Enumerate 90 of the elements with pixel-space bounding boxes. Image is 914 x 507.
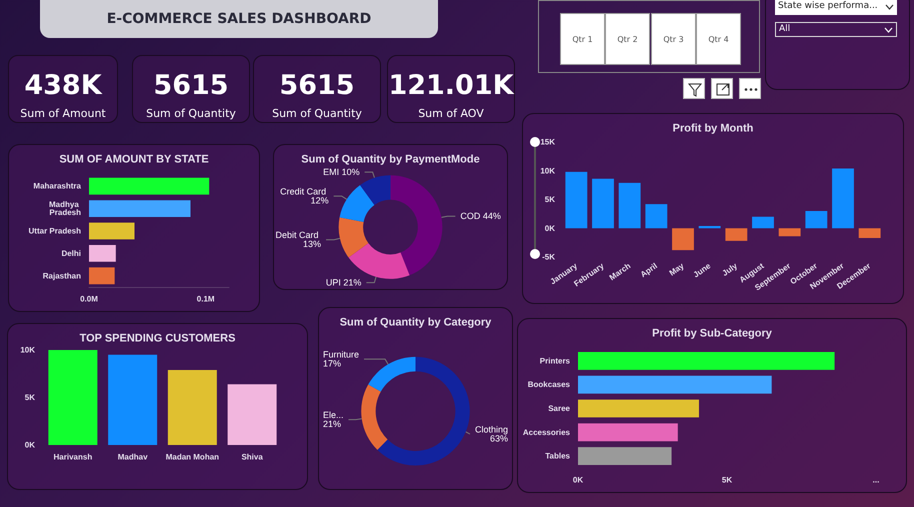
chart-title: Profit by Month [672, 122, 754, 134]
x-tick-label: ... [872, 476, 880, 484]
chart-title: Profit by Sub-Category [652, 328, 773, 340]
text: Qtr 3 [651, 13, 696, 65]
data-label: 17% [323, 358, 342, 369]
chart-title: Sum of Quantity by PaymentMode [301, 154, 480, 166]
bar [778, 228, 801, 236]
bar [578, 352, 835, 370]
text: State wise performa... [775, 0, 897, 15]
y-tick-label: 10K [20, 346, 36, 354]
text: Qtr 4 [696, 13, 741, 65]
x-tick-label: June [692, 261, 713, 280]
chart-title: SUM OF AMOUNT BY STATE [59, 154, 209, 166]
slice-label: EMI 10% [323, 167, 360, 178]
text: Qtr 2 [605, 13, 650, 65]
y-tick-label: Bookcases [528, 380, 571, 390]
y-tick-label: Maharashtra [33, 182, 82, 191]
chart-title: TOP SPENDING CUSTOMERS [80, 332, 236, 344]
slice-label: Debit Card [276, 230, 322, 240]
y-tick-label: Madhya Pradesh [48, 200, 82, 218]
x-tick-label: 0.1M [196, 294, 215, 304]
bar [228, 384, 277, 445]
x-tick-label: Madan Mohan [166, 452, 220, 462]
bar [89, 245, 116, 262]
text: Sum of Quantity [271, 107, 363, 120]
bar [89, 178, 210, 195]
slice-label: Credit Card [280, 186, 329, 197]
bar [565, 172, 588, 228]
data-label: 12% [310, 196, 329, 206]
bar [89, 222, 134, 240]
x-tick-label: 0K [572, 476, 584, 484]
x-tick-label: Harivansh [54, 452, 92, 462]
x-tick-label: Madhav [118, 452, 148, 462]
bar [168, 370, 217, 445]
y-tick-label: 10K [540, 166, 556, 176]
bar [618, 182, 641, 228]
slice-label: COD 44% [460, 211, 501, 222]
bar [48, 350, 98, 445]
text: 5615 [152, 70, 230, 101]
text: 5615 [278, 70, 356, 101]
y-tick-label: 0K [544, 224, 556, 233]
text: Sum of AOV [417, 107, 485, 120]
bar [672, 228, 694, 250]
text: Sum of Quantity [145, 107, 237, 120]
bar [89, 200, 190, 217]
y-tick-label: Rajasthan [42, 271, 82, 280]
text: Sum of Amount [19, 107, 107, 120]
bar [592, 178, 614, 228]
y-tick-label: Tables [545, 452, 571, 461]
text: E-COMMERCE SALES DASHBOARD [40, 0, 438, 38]
x-tick-label: July [720, 261, 740, 278]
bar [108, 354, 158, 445]
text: All [775, 22, 897, 37]
bar [698, 226, 721, 228]
text: 121.01K [388, 70, 514, 101]
bar [578, 376, 772, 394]
y-tick-label: Accessories [522, 428, 571, 437]
bar [89, 267, 115, 284]
y-tick-label: -5K [542, 252, 556, 262]
y-tick-label: Uttar Pradesh [28, 226, 82, 236]
x-tick-label: May [668, 261, 686, 278]
bar [832, 168, 854, 228]
bar [578, 400, 699, 418]
text: 438K [23, 70, 104, 101]
y-tick-label: 5K [544, 195, 556, 204]
x-tick-label: Shiva [241, 452, 264, 462]
slice-label: Clothing [474, 424, 508, 435]
y-tick-label: 0K [24, 440, 36, 450]
y-tick-label: Printers [540, 356, 571, 366]
bar [645, 204, 668, 228]
slice-label: UPI 21% [326, 278, 362, 288]
text: Qtr 1 [560, 13, 605, 65]
bar [752, 216, 774, 228]
x-tick-label: 0.0M [80, 294, 98, 304]
chart-title: Sum of Quantity by Category [340, 316, 492, 328]
bar [578, 423, 678, 442]
data-label: 63% [490, 434, 508, 444]
slice-label: Furniture [323, 350, 360, 360]
slice-label: Ele... [323, 410, 344, 420]
data-label: 21% [323, 419, 342, 430]
x-tick-label: 5K [722, 476, 732, 484]
y-tick-label: 15K [540, 138, 556, 146]
y-tick-label: 5K [24, 393, 36, 402]
data-label: 13% [303, 239, 322, 250]
y-tick-label: Delhi [61, 248, 81, 258]
bar [725, 228, 748, 241]
bar [805, 211, 828, 228]
y-tick-label: Saree [548, 404, 571, 413]
bar [858, 228, 881, 238]
bar [578, 447, 672, 466]
